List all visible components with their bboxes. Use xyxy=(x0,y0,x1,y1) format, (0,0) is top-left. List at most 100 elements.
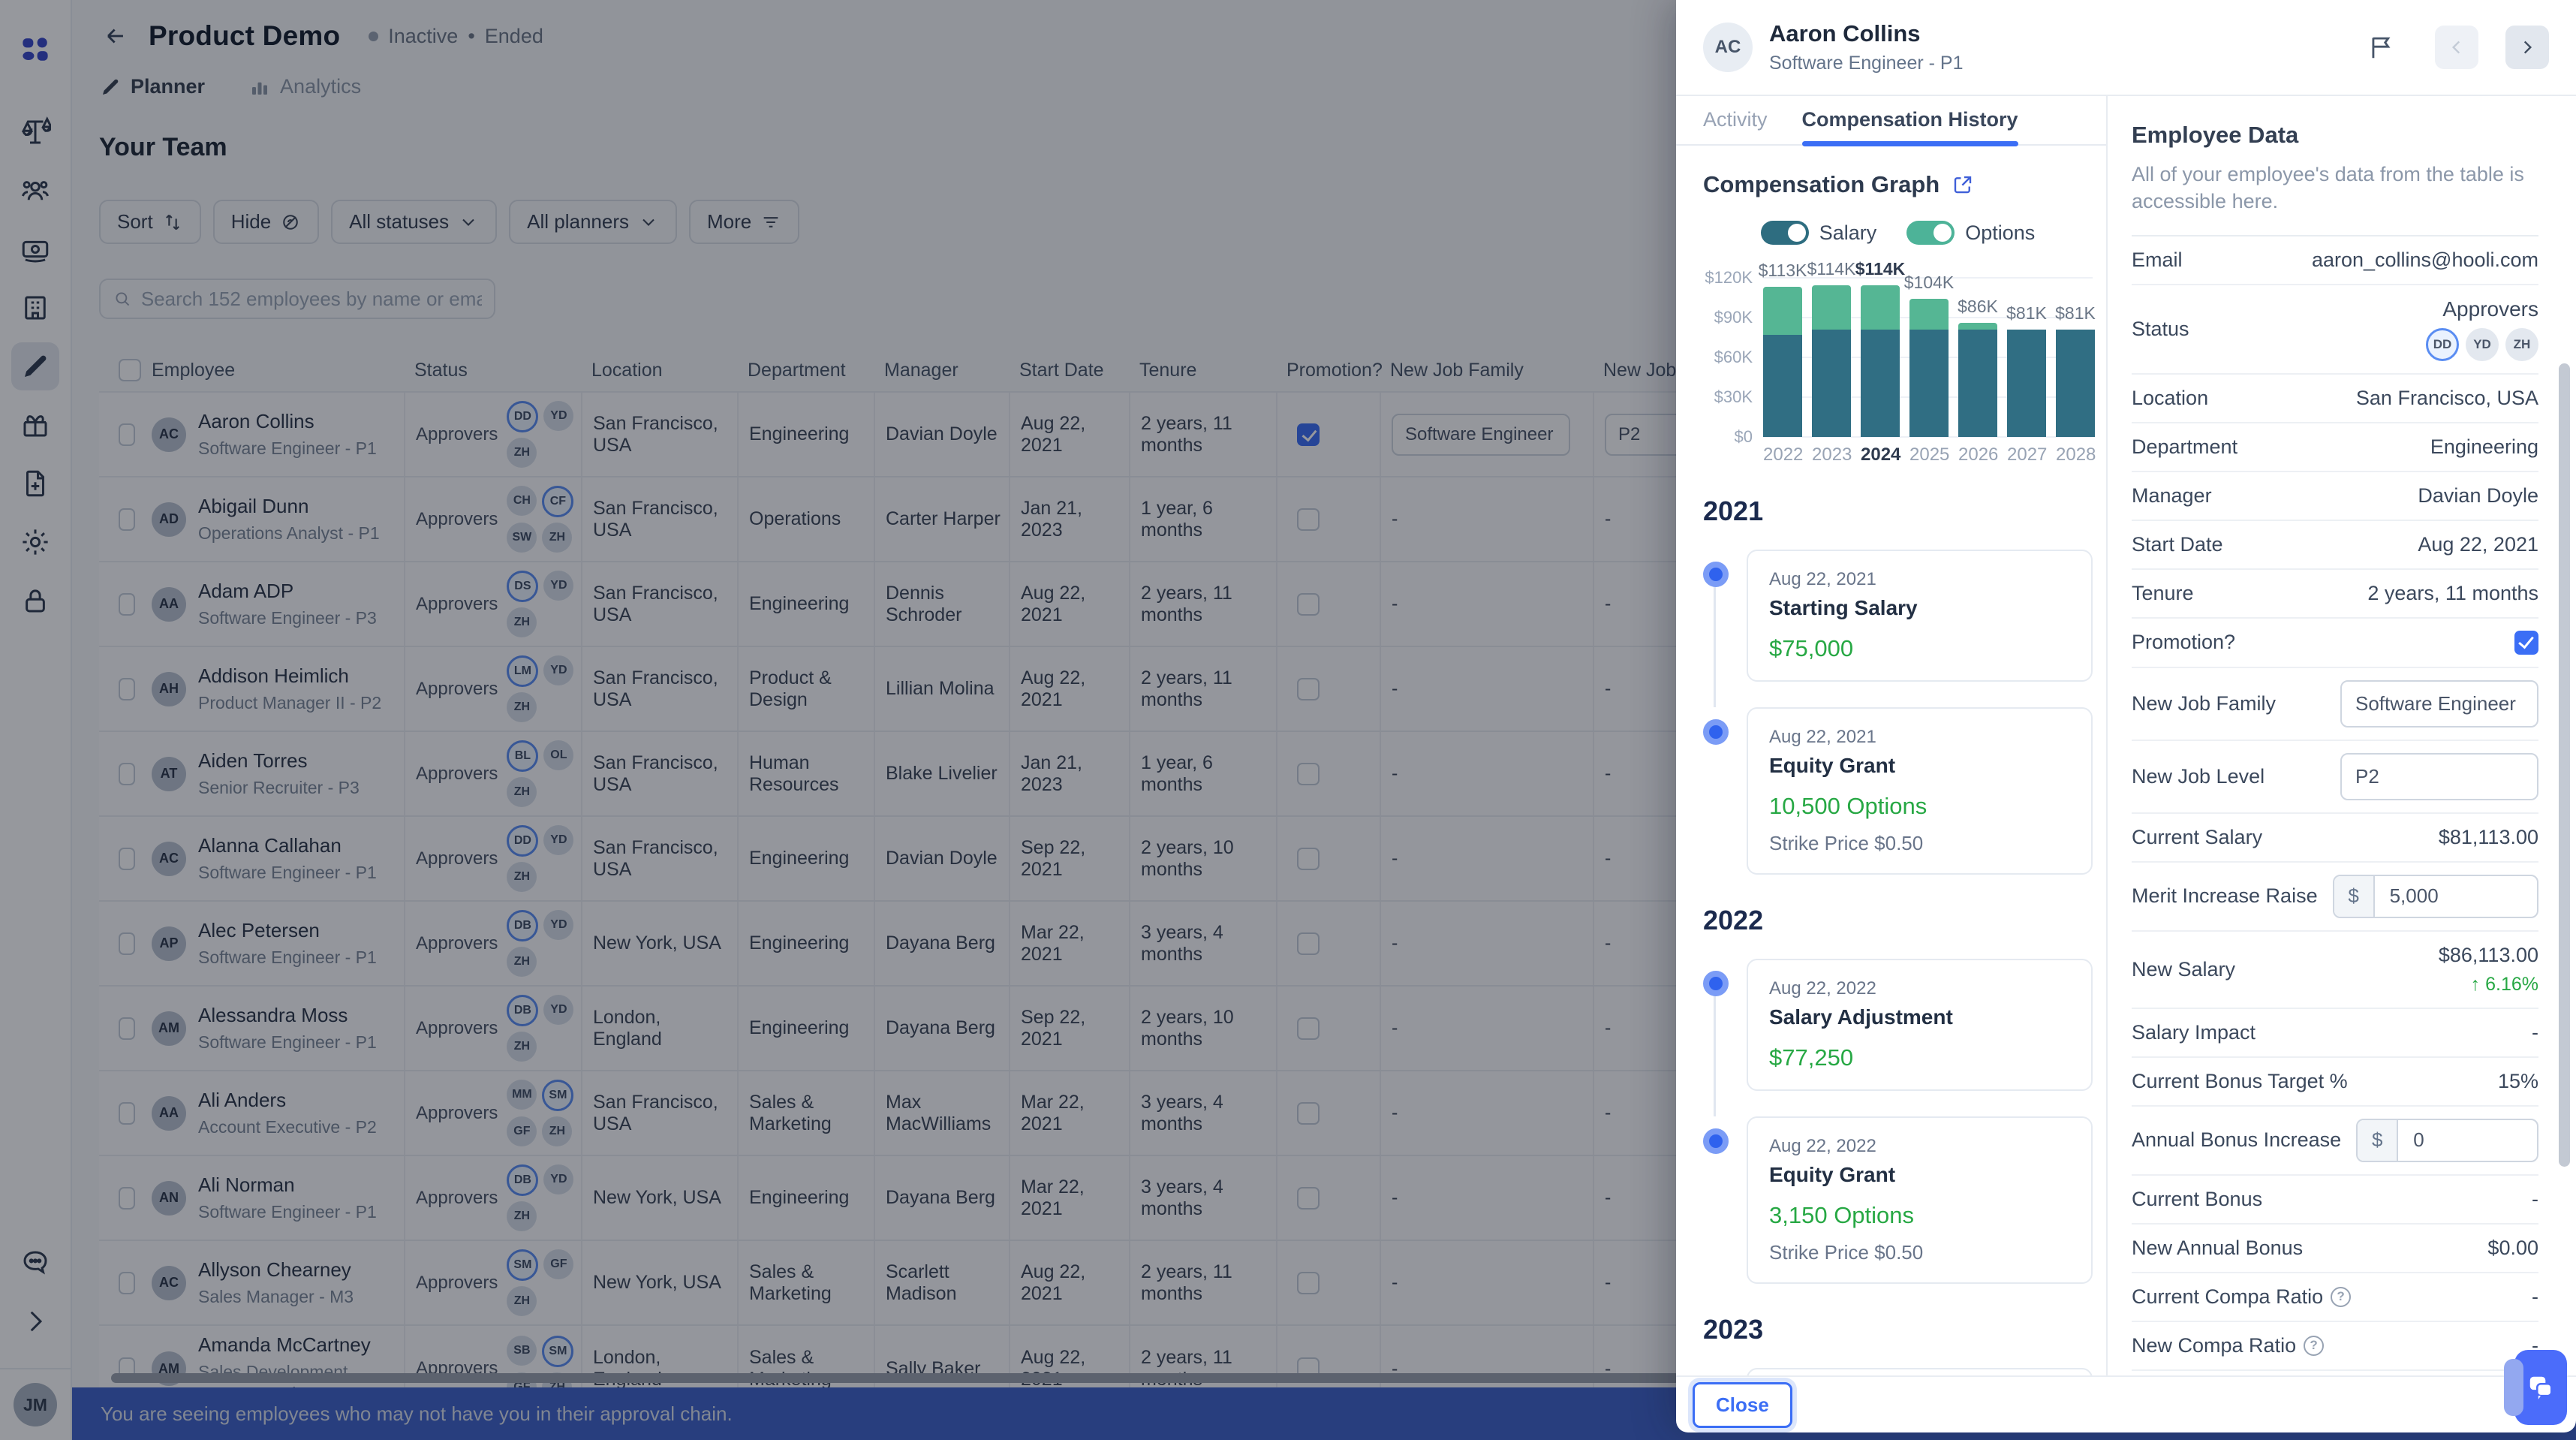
field-value: - xyxy=(2532,1021,2538,1044)
field-value: Aug 22, 2021 xyxy=(2418,533,2538,556)
field-label-text: Start Date xyxy=(2132,533,2223,556)
field-value: Davian Doyle xyxy=(2418,484,2538,508)
flag-button[interactable] xyxy=(2367,33,2396,62)
event-amount: 10,500 Options xyxy=(1769,793,2070,820)
tab-compensation-history[interactable]: Compensation History xyxy=(1802,108,2018,145)
field-value: - xyxy=(2532,1188,2538,1211)
bar-2027[interactable]: $81K xyxy=(2007,303,2046,437)
employee-data-row: Salary Impact- xyxy=(2132,1009,2538,1058)
currency-input[interactable]: $0 xyxy=(2356,1119,2538,1162)
field-value: - xyxy=(2532,1285,2538,1309)
timeline-card[interactable]: Aug 22, 2022Equity Grant3,150 OptionsStr… xyxy=(1747,1116,2093,1284)
employee-data-rows: Emailaaron_collins@hooli.comStatusApprov… xyxy=(2132,236,2538,1375)
field-label: New Salary xyxy=(2132,958,2235,981)
employee-data-row: Start Date Aug 22, 2021 xyxy=(2132,521,2538,570)
options-segment xyxy=(1763,287,1802,335)
salary-segment xyxy=(1763,335,1802,437)
bar-2024[interactable]: $114K xyxy=(1861,259,1900,437)
toggle-options-switch[interactable] xyxy=(1906,221,1955,245)
timeline-year: 2021 xyxy=(1703,496,2093,527)
x-tick-label: 2028 xyxy=(2056,444,2095,465)
field-label: Promotion? xyxy=(2132,631,2235,654)
field-input[interactable]: P2 xyxy=(2340,753,2538,800)
currency-input[interactable]: $5,000 xyxy=(2333,875,2538,918)
field-value: $81,113.00 xyxy=(2439,826,2538,849)
tab-activity[interactable]: Activity xyxy=(1703,108,1768,145)
field-label-text: Email xyxy=(2132,249,2183,272)
field-value: $86,113.00 xyxy=(2439,944,2538,967)
bar-2025[interactable]: $104K xyxy=(1909,273,1949,437)
close-button[interactable]: Close xyxy=(1693,1382,1792,1428)
timeline-card[interactable]: Aug 22, 2021Starting Salary$75,000 xyxy=(1747,550,2093,682)
salary-segment xyxy=(2056,330,2095,437)
bar-value-label: $114K xyxy=(1855,259,1906,279)
timeline-events-2021: Aug 22, 2021Starting Salary$75,000Aug 22… xyxy=(1703,550,2093,875)
toggle-label: Salary xyxy=(1819,221,1877,245)
field-value: Engineering xyxy=(2430,435,2538,459)
chat-bubbles-icon xyxy=(2526,1373,2555,1402)
graph-toggles: Salary Options xyxy=(1703,221,2093,245)
employee-data-row: ManagerDavian Doyle xyxy=(2132,472,2538,521)
field-input[interactable]: Software Engineer xyxy=(2340,680,2538,728)
employee-detail-panel: AC Aaron Collins Software Engineer - P1 … xyxy=(1676,0,2576,1432)
help-icon[interactable]: ? xyxy=(2304,1336,2324,1356)
bar-2022[interactable]: $113K xyxy=(1763,261,1802,437)
field-label-text: Merit Increase Raise xyxy=(2132,884,2318,908)
flag-icon xyxy=(2367,33,2396,62)
timeline-events-2023: Aug 22, 2023Salary Adjustment$81,113 xyxy=(1703,1368,2093,1375)
chevron-right-icon xyxy=(2517,38,2537,57)
field-label: Location xyxy=(2132,387,2208,410)
vertical-scrollbar[interactable] xyxy=(2559,363,2570,1167)
external-link-icon xyxy=(1952,173,1974,196)
chevron-left-icon xyxy=(2447,38,2466,57)
help-icon[interactable]: ? xyxy=(2331,1287,2351,1307)
timeline-card[interactable]: Aug 22, 2023Salary Adjustment$81,113 xyxy=(1747,1368,2093,1375)
field-label-text: Current Bonus xyxy=(2132,1188,2262,1211)
previous-employee-button[interactable] xyxy=(2435,26,2478,69)
compensation-scroll-area: Compensation Graph SalaryOptions $0$30K$… xyxy=(1676,146,2106,1375)
field-label: New Job Family xyxy=(2132,692,2276,715)
open-graph-button[interactable] xyxy=(1952,173,1974,196)
timeline-card[interactable]: Aug 22, 2021Equity Grant10,500 OptionsSt… xyxy=(1747,707,2093,875)
timeline-dot-icon xyxy=(1703,971,1729,996)
employee-data-column: Employee Data All of your employee's dat… xyxy=(2108,96,2576,1375)
employee-data-row: LocationSan Francisco, USA xyxy=(2132,375,2538,423)
bar-value-label: $86K xyxy=(1958,297,1998,317)
y-tick-label: $30K xyxy=(1714,387,1753,407)
y-tick-label: $120K xyxy=(1705,268,1753,288)
field-label: Status xyxy=(2132,318,2189,341)
x-tick-label: 2027 xyxy=(2007,444,2046,465)
chart-x-axis: 2022202320242025202620272028 xyxy=(1763,444,2093,465)
approver-chips: DDYDZH xyxy=(2426,328,2538,361)
field-label: Department xyxy=(2132,435,2237,459)
event-date: Aug 22, 2022 xyxy=(1769,1136,2070,1157)
timeline-event: Aug 22, 2021Equity Grant10,500 OptionsSt… xyxy=(1747,707,2093,875)
bar-2026[interactable]: $86K xyxy=(1958,297,1997,437)
field-label: Merit Increase Raise xyxy=(2132,884,2318,908)
timeline-card[interactable]: Aug 22, 2022Salary Adjustment$77,250 xyxy=(1747,959,2093,1091)
delta-badge: ↑ 6.16% xyxy=(2471,974,2538,996)
options-segment xyxy=(1958,323,1997,330)
promotion-checkbox[interactable] xyxy=(2514,631,2538,655)
bar-2028[interactable]: $81K xyxy=(2056,303,2095,437)
next-employee-button[interactable] xyxy=(2505,26,2549,69)
y-tick-label: $90K xyxy=(1714,308,1753,327)
chat-fab-button[interactable] xyxy=(2514,1350,2567,1425)
employee-data-row: Current Equity?Total Granted Shares13,65… xyxy=(2132,1371,2538,1375)
toggle-options: Options xyxy=(1906,221,2035,245)
employee-job-title: Software Engineer - P1 xyxy=(1769,53,1963,74)
field-label-text: New Compa Ratio xyxy=(2132,1334,2296,1357)
employee-data-row: Email aaron_collins@hooli.com xyxy=(2132,236,2538,285)
employee-data-row: Current Salary $81,113.00 xyxy=(2132,814,2538,863)
field-value-with-delta: $86,113.00 ↑ 6.16% xyxy=(2439,944,2538,996)
bar-2023[interactable]: $114K xyxy=(1812,259,1851,437)
event-title: Equity Grant xyxy=(1769,754,2070,778)
toggle-salary-switch[interactable] xyxy=(1761,221,1809,245)
graph-title: Compensation Graph xyxy=(1703,171,1940,198)
bar-value-label: $114K xyxy=(1807,259,1856,279)
timeline-events-2022: Aug 22, 2022Salary Adjustment$77,250 Aug … xyxy=(1703,959,2093,1284)
field-value: aaron_collins@hooli.com xyxy=(2312,249,2538,272)
timeline-year: 2022 xyxy=(1703,905,2093,936)
field-label-text: Current Salary xyxy=(2132,826,2262,849)
event-amount: $75,000 xyxy=(1769,635,2070,662)
